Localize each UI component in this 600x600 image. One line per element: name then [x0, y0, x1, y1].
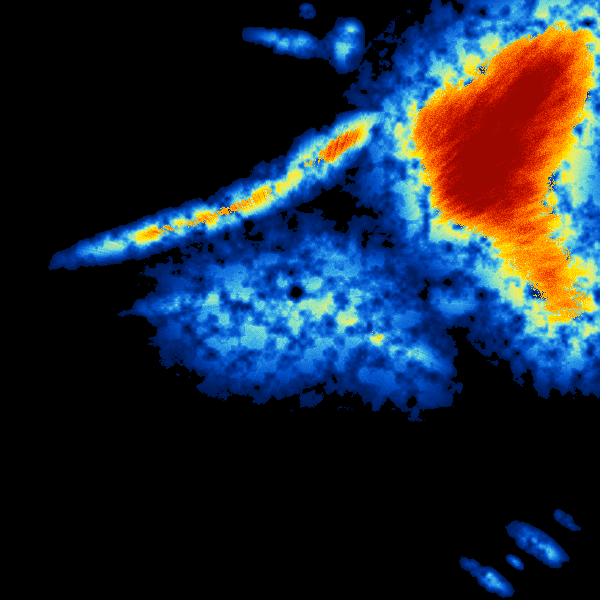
radar-reflectivity-view: Full-frame weather radar reflectivity im… [0, 0, 600, 600]
radar-reflectivity-canvas [0, 0, 600, 600]
